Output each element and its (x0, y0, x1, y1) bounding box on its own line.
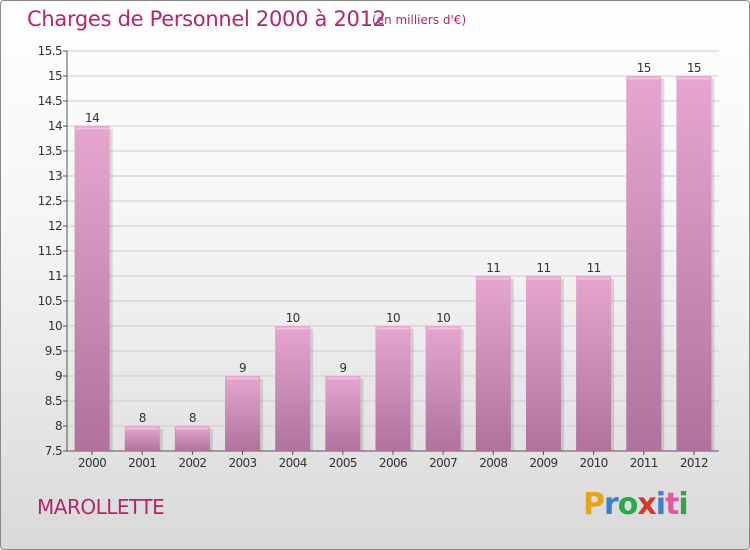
y-tick-label: 7.5 (45, 444, 62, 458)
y-tick-label: 13.5 (38, 144, 62, 158)
y-tick-label: 11.5 (38, 244, 62, 258)
bar (576, 276, 612, 451)
bar-highlight (627, 77, 660, 80)
x-tick-label: 2012 (680, 456, 708, 470)
bar (325, 376, 361, 451)
logo-letter: i (678, 487, 688, 522)
x-tick-label: 2011 (630, 456, 658, 470)
y-tick-label: 10 (48, 319, 62, 333)
value-label: 11 (486, 261, 500, 275)
x-tick-label: 2009 (529, 456, 557, 470)
value-label: 14 (85, 111, 99, 125)
bar-highlight (427, 327, 460, 330)
x-tick-label: 2000 (78, 456, 106, 470)
y-tick-label: 9 (55, 369, 62, 383)
x-tick-label: 2006 (379, 456, 407, 470)
bar-highlight (226, 377, 259, 380)
bar (275, 326, 311, 451)
bar-highlight (326, 377, 359, 380)
y-tick-label: 15.5 (38, 44, 62, 58)
bar-highlight (577, 277, 610, 280)
y-tick-label: 14 (48, 119, 62, 133)
x-tick-label: 2004 (279, 456, 307, 470)
value-label: 8 (189, 411, 196, 425)
bar (375, 326, 411, 451)
logo-letter: x (637, 487, 656, 522)
x-tick-label: 2002 (178, 456, 206, 470)
y-tick-label: 12 (48, 219, 62, 233)
y-tick-label: 10.5 (38, 294, 62, 308)
bar-highlight (377, 327, 409, 330)
y-tick-label: 8 (55, 419, 62, 433)
bar (425, 326, 461, 451)
bar-highlight (527, 277, 560, 280)
x-axis-tick-labels: 2000 2001 2002 2003 2004 2005 2006 2007 2008 2009… (78, 456, 709, 470)
chart-title: Charges de Personnel 2000 à 2012 (27, 7, 386, 31)
value-label: 15 (687, 61, 701, 75)
logo-letter: t (665, 487, 679, 522)
bar-highlight (477, 277, 510, 280)
value-label: 9 (339, 361, 346, 375)
bars (74, 76, 715, 451)
value-label: 11 (587, 261, 601, 275)
x-tick-label: 2005 (329, 456, 357, 470)
x-tick-label: 2001 (128, 456, 156, 470)
proxiti-logo: Proxiti (583, 487, 693, 523)
chart-subtitle: (en milliers d'€) (372, 13, 467, 27)
value-label: 8 (139, 411, 146, 425)
value-label: 10 (286, 311, 300, 325)
bar-highlight (677, 77, 710, 80)
y-tick-label: 13 (48, 169, 62, 183)
y-tick-label: 12.5 (38, 194, 62, 208)
bar-highlight (126, 427, 159, 430)
commune-name: MAROLLETTE (37, 495, 165, 519)
bar-highlight (276, 327, 309, 330)
logo-letter: i (655, 487, 666, 522)
y-axis-tick-labels: 7.5 8 8.5 9 9.5 10 10.5 11 11.5 12 12.5 13 13.5 14 14.… (38, 44, 63, 458)
logo-letter: o (617, 487, 639, 522)
value-label: 10 (386, 311, 400, 325)
y-tick-label: 14.5 (38, 94, 62, 108)
value-label: 11 (536, 261, 550, 275)
bar (676, 76, 712, 451)
bar (174, 426, 210, 451)
value-labels: 14 8 8 9 10 9 10 10 11 11 11 15 15 (85, 61, 702, 425)
x-tick-label: 2008 (479, 456, 507, 470)
bar-highlight (76, 127, 109, 130)
bar (225, 376, 261, 451)
logo-letter: P (583, 487, 605, 522)
y-tick-label: 9.5 (45, 344, 62, 358)
y-tick-label: 11 (48, 269, 62, 283)
bar (475, 276, 511, 451)
bar (626, 76, 662, 451)
value-label: 15 (637, 61, 651, 75)
bar (74, 126, 110, 451)
x-tick-label: 2003 (228, 456, 256, 470)
value-label: 10 (436, 311, 450, 325)
y-tick-label: 8.5 (45, 394, 62, 408)
bar (525, 276, 561, 451)
bar (124, 426, 160, 451)
x-tick-label: 2010 (580, 456, 608, 470)
bar-highlight (176, 427, 209, 430)
value-label: 9 (239, 361, 246, 375)
logo-letter: r (604, 487, 619, 522)
x-tick-label: 2007 (429, 456, 457, 470)
y-tick-label: 15 (48, 69, 62, 83)
